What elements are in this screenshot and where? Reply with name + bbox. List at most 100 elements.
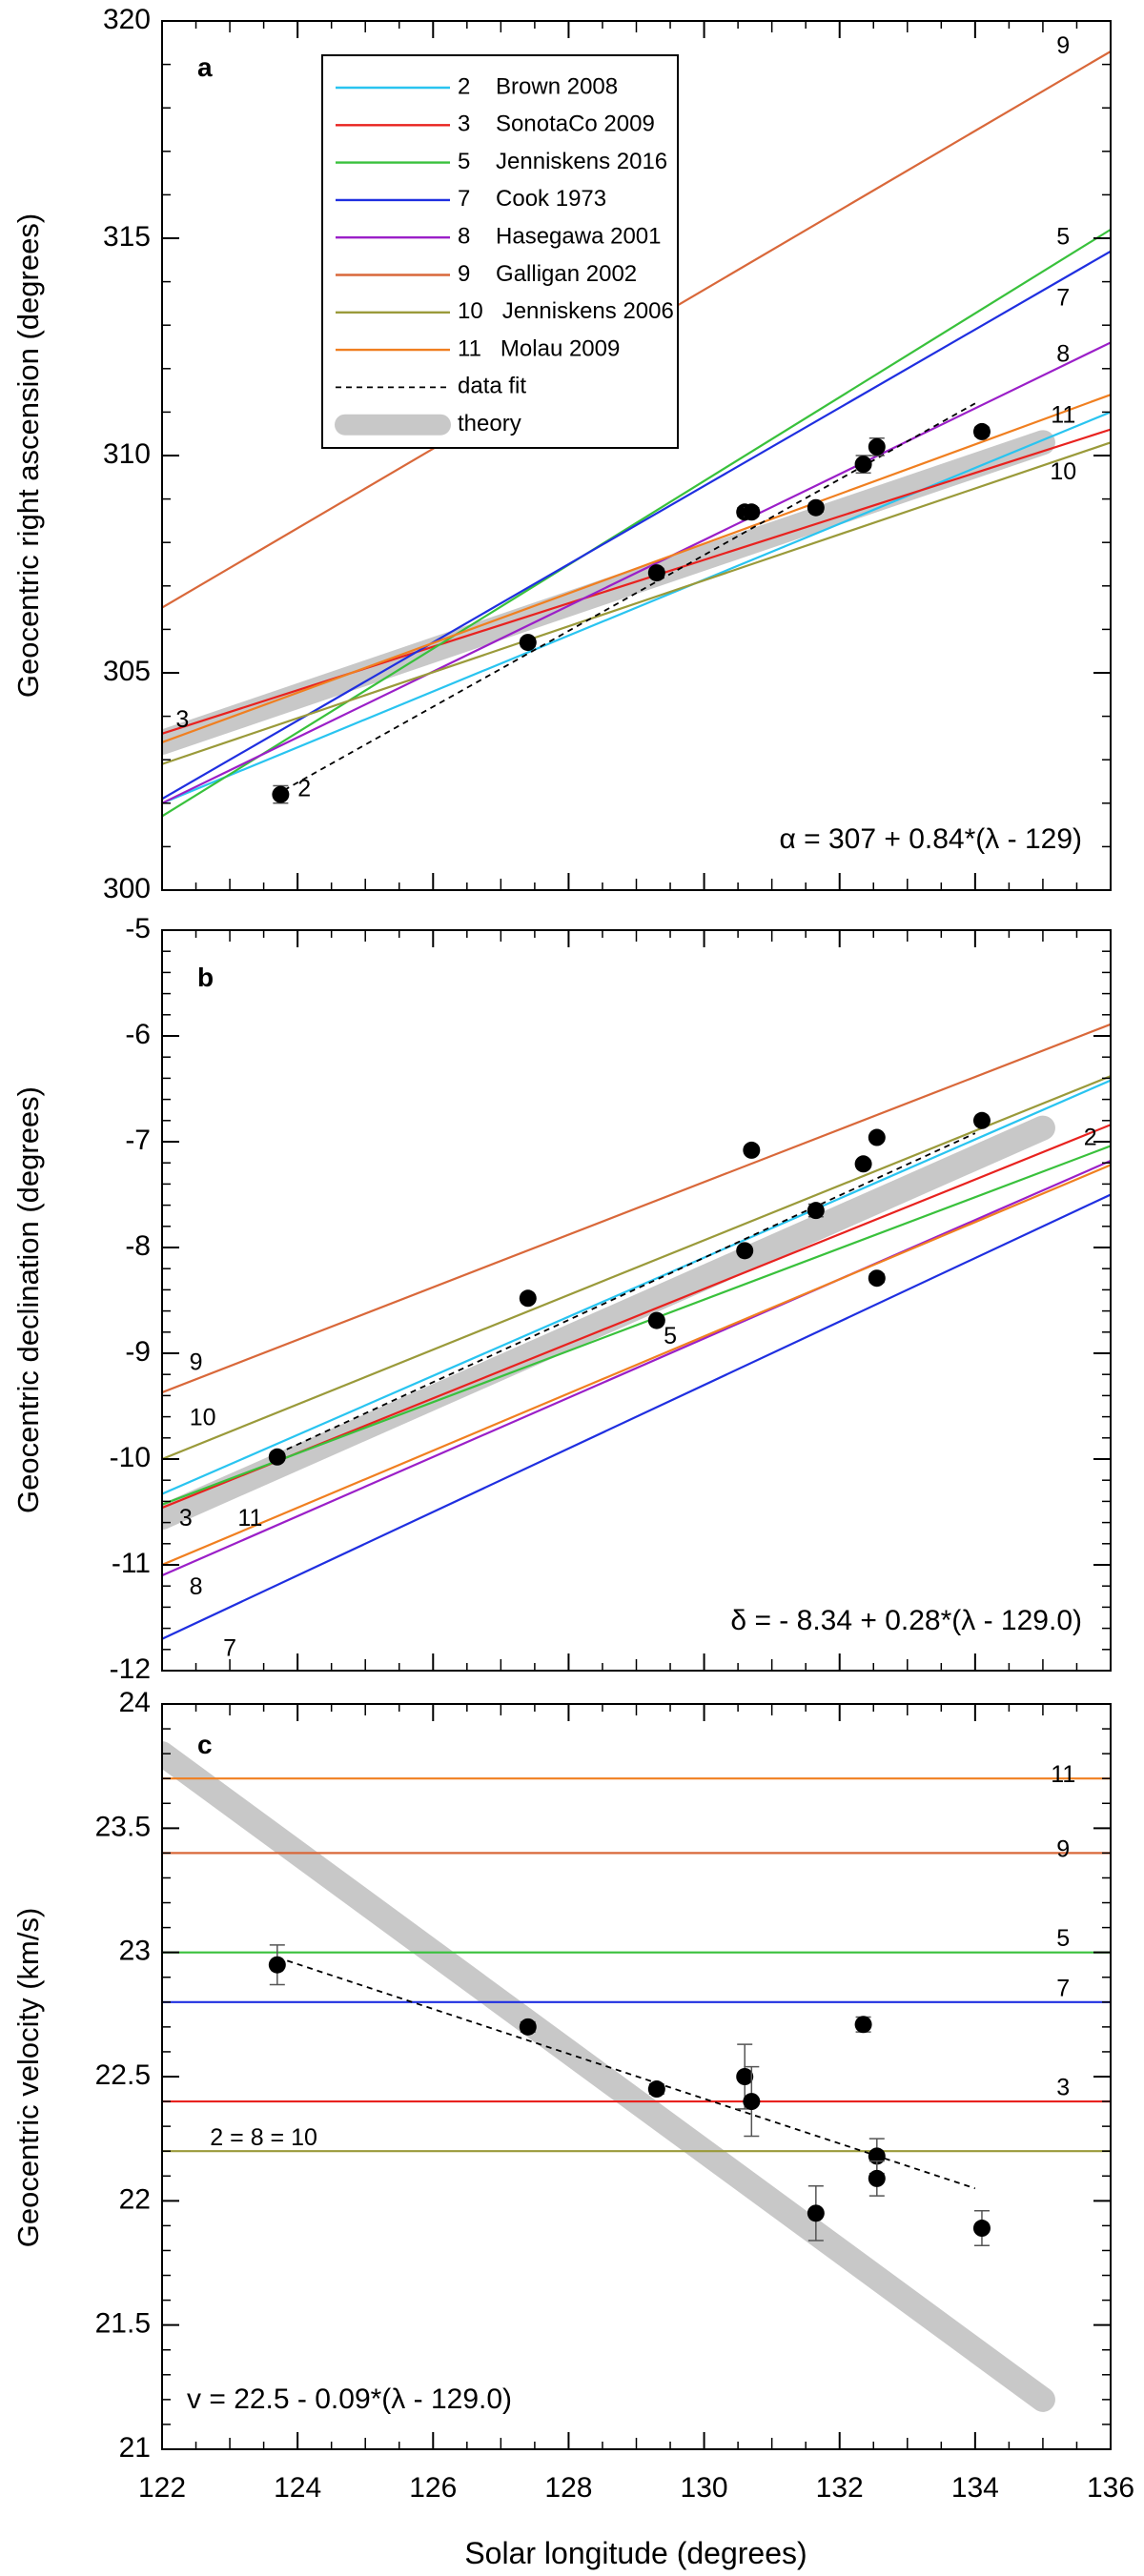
line-label: 8	[1056, 341, 1070, 368]
line-label: 2	[297, 776, 311, 802]
y-tick-label: 315	[103, 221, 151, 253]
legend: 2 Brown 2008 3 SonotaCo 2009 5 Jenniskens …	[321, 54, 679, 449]
panel-b-ylabel: Geocentric declination (degrees)	[11, 1086, 45, 1513]
point-marker	[972, 1111, 991, 1129]
series-line	[162, 1145, 1111, 1506]
series-line	[162, 411, 1111, 804]
legend-label: 10 Jenniskens 2006	[458, 298, 674, 324]
point-marker	[868, 1269, 886, 1288]
data-point	[807, 498, 825, 517]
panel-b-equation: δ = - 8.34 + 0.28*(λ - 129.0)	[730, 1605, 1082, 1636]
line-label: 7	[1056, 284, 1070, 311]
panel-c-equation: v = 22.5 - 0.09*(λ - 129.0)	[187, 2383, 512, 2415]
y-tick-label: 24	[119, 1687, 151, 1718]
legend-label: 5 Jenniskens 2016	[458, 149, 667, 174]
data-point	[868, 1128, 886, 1146]
series-line	[162, 428, 1111, 735]
point-marker	[868, 437, 886, 456]
point-marker	[807, 1202, 825, 1220]
legend-item: 10 Jenniskens 2006	[336, 298, 674, 324]
data-point	[972, 1111, 991, 1129]
x-tick-label: 132	[816, 2472, 864, 2504]
y-tick-label: 21	[119, 2432, 151, 2464]
point-marker	[647, 564, 665, 582]
panel-a-ylabel: Geocentric right ascension (degrees)	[11, 213, 45, 698]
y-tick-label: -7	[125, 1125, 151, 1156]
line-label: 7	[223, 1634, 236, 1661]
series-line	[162, 228, 1111, 818]
point-marker	[743, 2093, 761, 2111]
x-tick-labels: 122 124 126 128 130 132 134 136	[138, 2472, 1134, 2504]
series-line	[162, 341, 1111, 804]
point-marker	[647, 1311, 665, 1329]
line-label: 11	[237, 1505, 262, 1531]
data-point	[736, 1242, 754, 1260]
series-line	[162, 1193, 1111, 1640]
data-fit-line	[276, 1132, 976, 1455]
line-label: 5	[1056, 1925, 1070, 1952]
point-marker	[807, 2204, 825, 2222]
legend-label: 9 Galligan 2002	[458, 261, 637, 287]
point-marker	[854, 1155, 872, 1173]
line-label: 10	[190, 1404, 216, 1430]
y-tick-label: 22	[119, 2183, 151, 2215]
x-tick-label: 128	[544, 2472, 592, 2504]
data-point	[854, 455, 872, 474]
y-tick-label: 23.5	[95, 1811, 151, 1842]
x-tick-label: 124	[274, 2472, 321, 2504]
theory-band	[162, 1741, 1055, 2412]
line-label: 11	[1051, 402, 1075, 429]
panel-a-equation: α = 307 + 0.84*(λ - 129)	[779, 823, 1082, 855]
legend-item: theory	[335, 411, 521, 436]
data-point	[519, 2018, 537, 2036]
data-point	[868, 437, 886, 456]
y-tick-label: -5	[125, 913, 151, 944]
y-tick-label: 21.5	[95, 2308, 151, 2340]
x-tick-label: 122	[138, 2472, 186, 2504]
legend-item: 5 Jenniskens 2016	[336, 149, 667, 174]
y-tick-label: 22.5	[95, 2059, 151, 2091]
panel-c-ylabel: Geocentric velocity (km/s)	[11, 1908, 45, 2248]
point-marker	[519, 2018, 537, 2036]
x-tick-label: 134	[951, 2472, 999, 2504]
y-tick-label: -10	[110, 1442, 151, 1473]
y-tick-label: -12	[110, 1653, 151, 1685]
series-line	[162, 250, 1111, 801]
series-line	[162, 441, 1111, 765]
panel-a-letter: a	[197, 52, 213, 82]
data-point	[854, 1155, 872, 1173]
line-label: 5	[1056, 224, 1070, 251]
y-tick-label: -6	[125, 1019, 151, 1050]
line-label: 3	[175, 706, 189, 733]
legend-item: 3 SonotaCo 2009	[336, 112, 655, 137]
y-tick-label: 300	[103, 873, 151, 904]
line-label: 3	[1056, 2075, 1070, 2101]
x-tick-label: 126	[409, 2472, 457, 2504]
data-point	[743, 2065, 761, 2138]
line-label: 2 = 8 = 10	[210, 2124, 317, 2151]
series-line	[162, 1079, 1111, 1495]
point-marker	[272, 785, 290, 803]
panel-c-ticks: 21 21.5 22 22.5 23 23.5 24	[95, 1687, 1112, 2464]
data-point	[807, 2184, 825, 2241]
point-marker	[868, 1128, 886, 1146]
legend-item: 9 Galligan 2002	[336, 261, 637, 287]
legend-item: 2 Brown 2008	[336, 73, 618, 99]
data-point	[519, 1289, 537, 1308]
line-label: 7	[1056, 1975, 1070, 2001]
data-point	[854, 2016, 872, 2034]
x-axis-label: Solar longitude (degrees)	[464, 2536, 807, 2570]
line-label: 11	[1051, 1761, 1075, 1788]
legend-label: 8 Hasegawa 2001	[458, 224, 661, 250]
legend-box	[321, 54, 679, 449]
data-point	[647, 564, 665, 582]
series-line	[162, 394, 1111, 743]
x-tick-label: 130	[681, 2472, 728, 2504]
data-point	[743, 1141, 761, 1159]
point-marker	[736, 2068, 754, 2085]
legend-label: theory	[458, 411, 521, 436]
data-point	[807, 1202, 825, 1220]
